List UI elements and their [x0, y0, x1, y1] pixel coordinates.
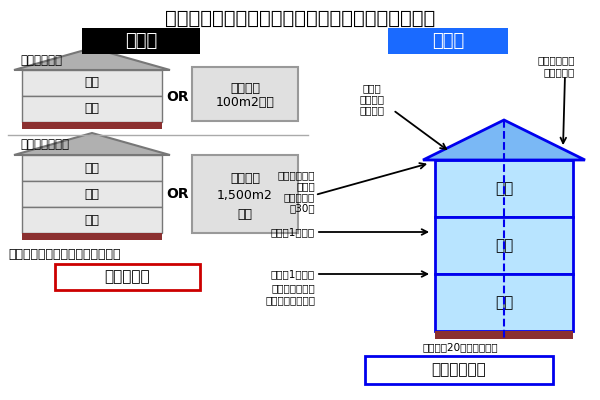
Bar	[192, 67, 298, 121]
Text: 以内: 以内	[238, 208, 253, 220]
Text: 屋根の屋内側: 屋根の屋内側	[277, 170, 315, 180]
Bar	[82, 28, 200, 54]
Bar	[22, 155, 162, 181]
Text: 耐火建築物: 耐火建築物	[104, 270, 150, 284]
Bar	[22, 207, 162, 233]
Text: 準耐火建築物: 準耐火建築物	[431, 362, 487, 378]
Text: OR: OR	[167, 187, 190, 201]
Text: 直下の天井: 直下の天井	[284, 192, 315, 202]
Text: １階: １階	[85, 214, 100, 226]
Text: ＜防火地域＞: ＜防火地域＞	[20, 54, 62, 66]
Bar	[22, 233, 162, 240]
Text: 防火地域、準防火地域で準耐火建築物が設計可能！: 防火地域、準防火地域で準耐火建築物が設計可能！	[165, 8, 435, 28]
Text: ある部分: ある部分	[359, 105, 385, 115]
Text: おそれの: おそれの	[359, 94, 385, 104]
Text: 改正前: 改正前	[125, 32, 157, 50]
Bar	[22, 122, 162, 129]
Text: １階: １階	[495, 295, 513, 310]
Text: 上記の階数、延べ面積を超えると: 上記の階数、延べ面積を超えると	[8, 248, 121, 260]
Bar	[22, 70, 162, 96]
Text: ２階: ２階	[85, 188, 100, 200]
Text: ２階: ２階	[85, 76, 100, 90]
Text: または: または	[296, 181, 315, 191]
Text: ＜準防火地域＞: ＜準防火地域＞	[20, 138, 69, 152]
Polygon shape	[14, 133, 170, 155]
Bar	[365, 356, 553, 384]
Text: ２階: ２階	[495, 238, 513, 253]
Bar	[55, 264, 200, 290]
Text: ３階: ３階	[495, 181, 513, 196]
Text: 延べ面積: 延べ面積	[230, 172, 260, 184]
Text: ３階: ３階	[85, 162, 100, 174]
Bar	[192, 155, 298, 233]
Bar	[435, 217, 573, 274]
Text: 軒裏：1時間超: 軒裏：1時間超	[271, 227, 315, 237]
Text: 延焼の: 延焼の	[362, 83, 382, 93]
Bar	[435, 331, 573, 339]
Text: OR: OR	[167, 90, 190, 104]
Text: 延べ面積: 延べ面積	[230, 82, 260, 94]
Text: 1,500m2: 1,500m2	[217, 190, 273, 202]
Text: 窓は小さくなる: 窓は小さくなる	[271, 283, 315, 293]
Polygon shape	[423, 120, 585, 160]
Text: 改正後: 改正後	[432, 32, 464, 50]
Text: 不燃材料等: 不燃材料等	[544, 67, 575, 77]
Bar	[435, 160, 573, 217]
Text: １階: １階	[85, 102, 100, 116]
Bar	[22, 181, 162, 207]
Text: 防火戸（20分防火設備）: 防火戸（20分防火設備）	[422, 342, 498, 352]
Polygon shape	[14, 48, 170, 70]
Text: 外壁：1時間超: 外壁：1時間超	[271, 269, 315, 279]
Text: 屋根葺き材：: 屋根葺き材：	[538, 55, 575, 65]
Text: （開口部制限有）: （開口部制限有）	[265, 295, 315, 305]
Text: ：30分: ：30分	[289, 203, 315, 213]
Bar	[22, 96, 162, 122]
Text: 100m2以内: 100m2以内	[215, 96, 274, 110]
Bar	[388, 28, 508, 54]
Bar	[435, 274, 573, 331]
